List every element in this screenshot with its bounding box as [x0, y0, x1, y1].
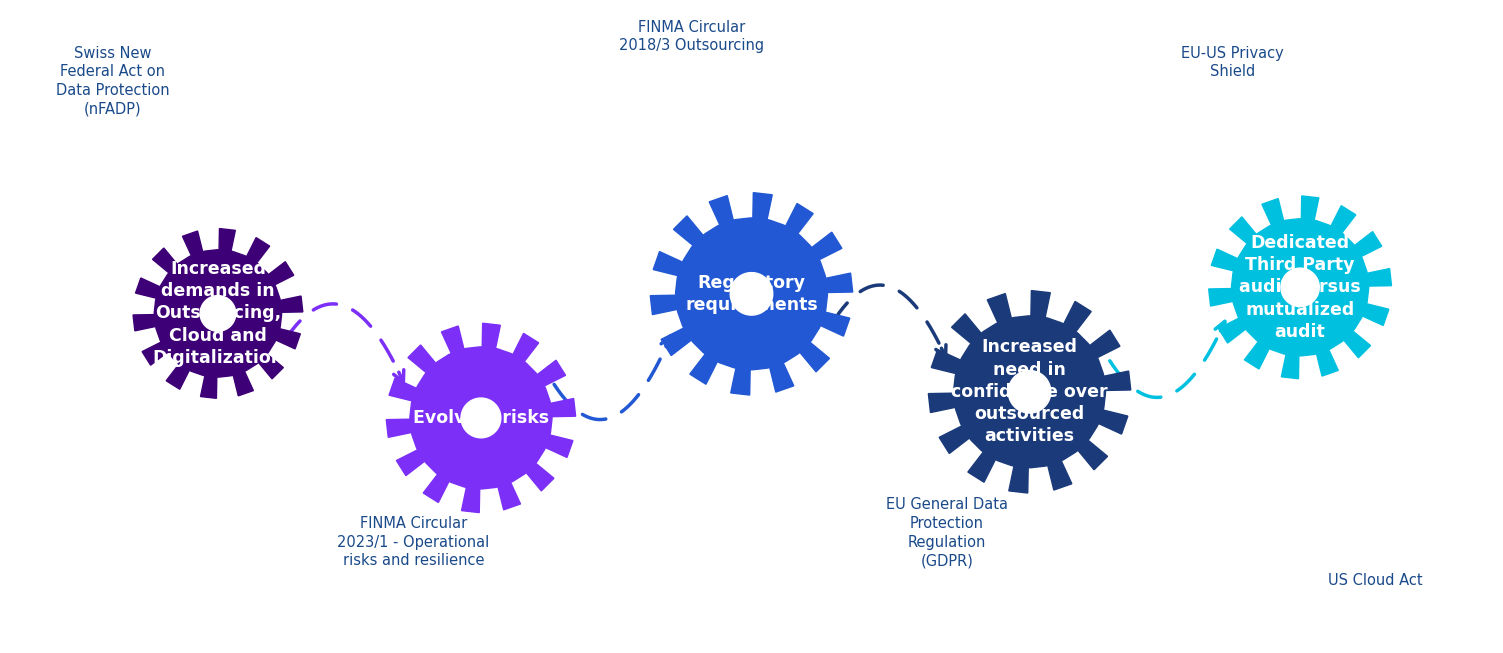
Text: Increased
need in
confidence over
outsourced
activities: Increased need in confidence over outsou…	[951, 338, 1108, 445]
Text: US Cloud Act: US Cloud Act	[1329, 573, 1422, 588]
Polygon shape	[1208, 196, 1392, 379]
Polygon shape	[730, 272, 773, 315]
Text: Increased
demands in
Outsourcing,
Cloud and
Digitalization: Increased demands in Outsourcing, Cloud …	[152, 260, 284, 367]
Polygon shape	[651, 193, 852, 395]
Text: FINMA Circular
2023/1 - Operational
risks and resilience: FINMA Circular 2023/1 - Operational risk…	[337, 516, 490, 568]
Polygon shape	[929, 291, 1130, 493]
Text: Evolving risks: Evolving risks	[413, 409, 549, 427]
Text: Dedicated
Third Party
audit versus
mutualized
audit: Dedicated Third Party audit versus mutua…	[1238, 234, 1362, 341]
Text: FINMA Circular
2018/3 Outsourcing: FINMA Circular 2018/3 Outsourcing	[619, 20, 764, 53]
Polygon shape	[386, 323, 576, 513]
Text: Swiss New
Federal Act on
Data Protection
(nFADP): Swiss New Federal Act on Data Protection…	[56, 46, 170, 116]
Polygon shape	[200, 296, 236, 331]
Text: Regulatory
requirements: Regulatory requirements	[685, 274, 818, 314]
Text: EU-US Privacy
Shield: EU-US Privacy Shield	[1181, 46, 1284, 79]
Polygon shape	[1009, 370, 1051, 413]
Polygon shape	[1281, 268, 1320, 306]
Polygon shape	[134, 229, 302, 398]
Polygon shape	[461, 398, 500, 438]
Text: EU General Data
Protection
Regulation
(GDPR): EU General Data Protection Regulation (G…	[885, 498, 1009, 568]
